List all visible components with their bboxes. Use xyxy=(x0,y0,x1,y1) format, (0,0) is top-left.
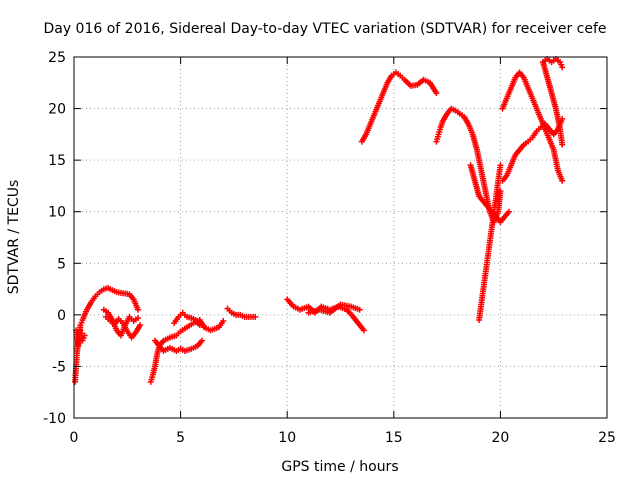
data-point xyxy=(252,313,259,320)
x-tick-label: 15 xyxy=(385,430,403,446)
data-point xyxy=(433,90,440,97)
y-tick-label: 20 xyxy=(48,102,66,118)
data-point xyxy=(220,318,227,325)
data-points xyxy=(72,56,566,385)
data-point xyxy=(134,306,141,313)
grid xyxy=(74,57,607,418)
data-point xyxy=(356,306,363,313)
x-tick-label: 0 xyxy=(70,430,79,446)
data-point xyxy=(77,327,84,334)
x-tick-label: 10 xyxy=(278,430,296,446)
y-axis-label: SDTVAR / TECUs xyxy=(6,180,22,295)
x-tick-label: 25 xyxy=(598,430,616,446)
y-axis-ticks: -10 -5 0 5 10 15 20 25 xyxy=(43,50,607,427)
data-point xyxy=(559,177,566,184)
x-axis-label: GPS time / hours xyxy=(281,459,398,475)
data-point xyxy=(81,332,88,339)
x-tick-label: 20 xyxy=(491,430,509,446)
data-point xyxy=(497,162,504,169)
data-point xyxy=(505,208,512,215)
x-tick-label: 5 xyxy=(176,430,185,446)
y-tick-label: 10 xyxy=(48,205,66,221)
y-tick-label: 15 xyxy=(48,153,66,169)
data-point xyxy=(134,314,141,321)
chart-title: Day 016 of 2016, Sidereal Day-to-day VTE… xyxy=(43,21,606,37)
data-point xyxy=(360,327,367,334)
x-axis-ticks: 0 5 10 15 20 25 xyxy=(70,57,616,446)
y-tick-label: 25 xyxy=(48,50,66,66)
y-tick-label: 0 xyxy=(57,308,66,324)
y-tick-label: -5 xyxy=(52,359,66,375)
data-point xyxy=(559,64,566,71)
plot-frame xyxy=(73,56,608,419)
data-point xyxy=(137,322,144,329)
data-point xyxy=(196,322,203,329)
data-point xyxy=(198,337,205,344)
y-tick-label: -10 xyxy=(43,411,66,427)
data-point xyxy=(559,141,566,148)
y-tick-label: 5 xyxy=(57,256,66,272)
